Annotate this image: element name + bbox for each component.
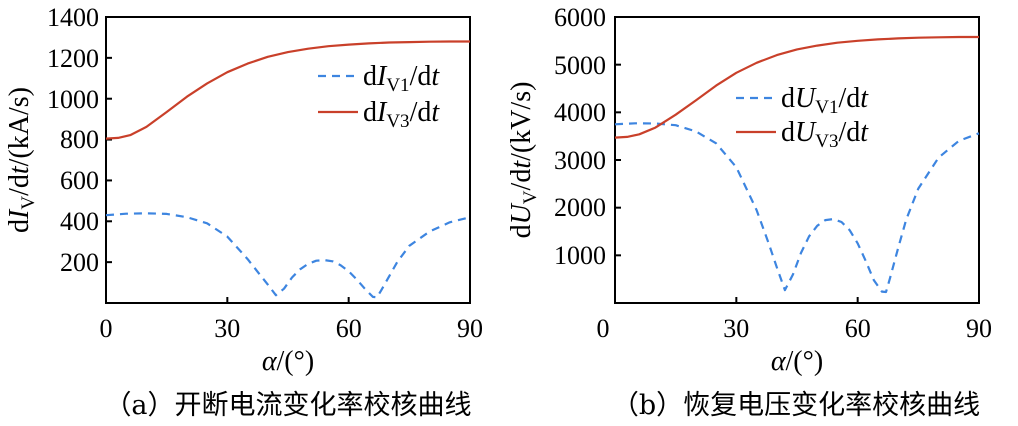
panel-b-x-tick-0: 0	[597, 314, 610, 343]
panel-b-legend-label-v1: dUV1/dt	[781, 83, 869, 118]
panel-b-y-tick-1000: 1000	[554, 241, 606, 270]
panel-a-series-v1-line	[105, 212, 471, 299]
panel-a-y-tick-1200: 1200	[47, 44, 99, 73]
panel-a-y-tick-600: 600	[60, 166, 99, 195]
panel-a-legend-label-v1: dIV1/dt	[363, 61, 440, 96]
panel-b-legend: dUV1/dt dUV3/dt	[736, 83, 869, 152]
panel-b-y-tick-5000: 5000	[554, 51, 606, 80]
panel-a-caption: （a）开断电流变化率校核曲线	[104, 390, 471, 421]
panel-b-x-tick-60: 60	[845, 314, 871, 343]
panel-a-x-tick-0: 0	[100, 314, 113, 343]
panel-a-legend-label-v3: dIV3/dt	[363, 97, 440, 132]
panel-a-x-tick-30: 30	[214, 314, 240, 343]
panel-a-grid-ticks	[105, 16, 471, 303]
panel-b-y-tick-3000: 3000	[554, 146, 606, 175]
panel-a-legend: dIV1/dt dIV3/dt	[318, 61, 440, 132]
panel-a-y-tick-800: 800	[60, 125, 99, 154]
panel-b-series-v1-line	[614, 122, 980, 294]
panel-b-x-tick-90: 90	[966, 314, 992, 343]
panel-b-x-tick-30: 30	[723, 314, 749, 343]
panel-a-y-tick-200: 200	[60, 248, 99, 277]
panel-b-y-tick-2000: 2000	[554, 193, 606, 222]
panel-a-series-v3-line	[105, 40, 470, 140]
panel-b-legend-label-v3: dUV3/dt	[781, 117, 869, 152]
panel-a-y-tick-1000: 1000	[47, 85, 99, 114]
panel-b-frame	[614, 16, 980, 304]
panel-b-y-tick-6000: 6000	[554, 3, 606, 32]
panel-b-y-tick-4000: 4000	[554, 98, 606, 127]
panel-a-x-label: α/(°)	[262, 346, 314, 377]
panel-a-y-tick-1400: 1400	[47, 3, 99, 32]
panel-b-y-label: dUV/dt/(kV/s)	[506, 82, 541, 239]
panel-a-y-label: dIV/dt/(kA/s)	[4, 87, 39, 233]
panel-b: 0 30 60 90 1000 2000 3000 4000 5000 6000…	[506, 3, 992, 421]
panel-b-grid-ticks	[614, 16, 980, 303]
panel-a-series	[105, 40, 471, 299]
panel-b-series-v3-line	[614, 35, 979, 139]
panel-a-x-tick-60: 60	[336, 314, 362, 343]
panel-b-x-label: α/(°)	[771, 346, 823, 377]
panel-b-caption: （b）恢复电压变化率校核曲线	[612, 390, 980, 421]
panel-a-y-tick-400: 400	[60, 207, 99, 236]
panel-a: 0 30 60 90 200 400 600 800 1000 1200 140…	[4, 3, 483, 421]
panel-a-frame	[105, 16, 471, 304]
panel-a-x-tick-90: 90	[457, 314, 483, 343]
panel-b-series	[614, 35, 980, 294]
